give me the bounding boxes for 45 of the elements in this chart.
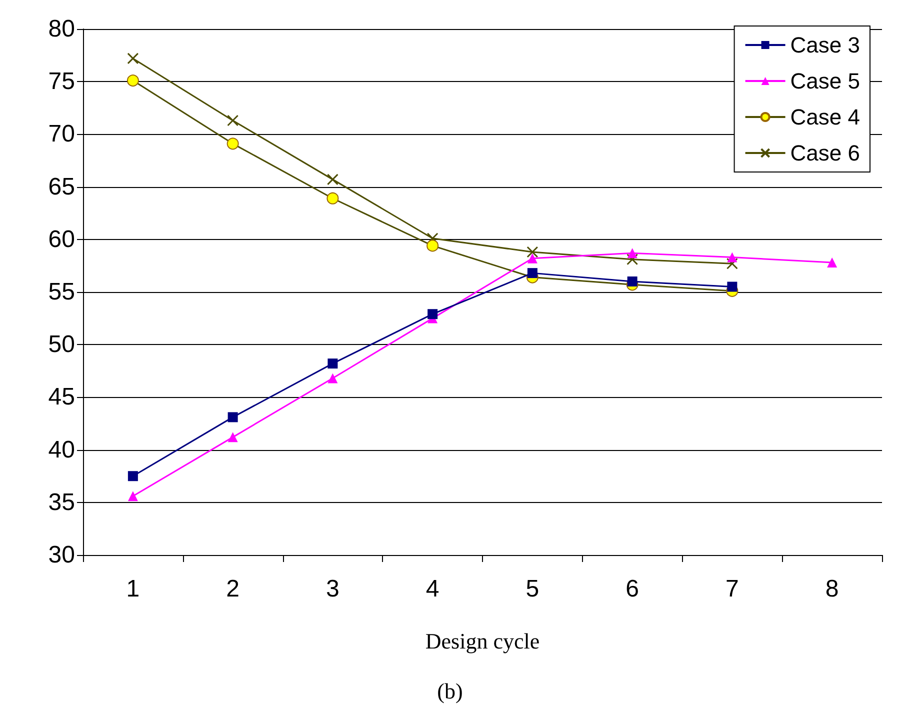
point [127, 52, 139, 64]
point [527, 268, 538, 278]
legend-label: Case 6 [790, 140, 860, 166]
point [326, 174, 338, 186]
point [228, 432, 238, 442]
y-tick-label: 80 [48, 16, 75, 42]
legend-label: Case 4 [790, 104, 860, 130]
point [827, 258, 838, 268]
x-tick-label: 4 [426, 576, 440, 602]
y-tick-label: 75 [48, 68, 75, 96]
legend-label: Case 5 [790, 68, 860, 94]
text: (b) [437, 678, 463, 704]
x-tick-label: 5 [526, 576, 540, 602]
x-tick-label: 6 [626, 576, 639, 602]
x-tick-label: 3 [326, 576, 340, 602]
point [328, 358, 338, 369]
point [726, 258, 738, 270]
x-tick-label: 1 [126, 576, 140, 602]
y-tick-label: 60 [48, 226, 75, 253]
y-tick-label: 55 [48, 278, 75, 306]
point [727, 252, 738, 262]
x-tick-label: 8 [825, 576, 839, 602]
point [328, 373, 338, 384]
x-tick-label: 7 [726, 576, 739, 602]
point [228, 412, 238, 422]
y-tick-label: 40 [48, 436, 75, 464]
point [627, 276, 638, 286]
y-tick-label: 50 [48, 331, 75, 358]
y-tick-label: 35 [48, 488, 75, 516]
point [727, 282, 738, 292]
point [526, 246, 538, 258]
y-tick-label: 30 [48, 542, 75, 568]
x-axis-title: Design cycle [425, 628, 540, 654]
y-tick-label: 70 [48, 120, 75, 148]
point [627, 248, 638, 258]
point [428, 309, 438, 320]
point [128, 471, 138, 482]
point [128, 491, 138, 502]
point [227, 114, 239, 126]
x-tick-label: 2 [226, 576, 240, 602]
y-tick-label: 45 [48, 384, 75, 411]
point [527, 253, 538, 264]
y-tick-label: 65 [48, 173, 75, 200]
legend-label: Case 3 [790, 32, 860, 58]
point [626, 254, 638, 266]
